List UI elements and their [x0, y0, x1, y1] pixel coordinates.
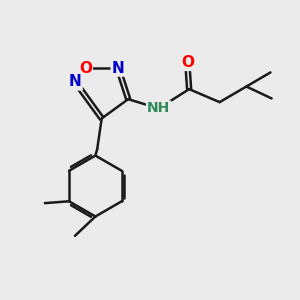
Text: N: N	[69, 74, 82, 89]
Text: O: O	[181, 55, 194, 70]
Text: NH: NH	[147, 101, 170, 116]
Text: N: N	[112, 61, 124, 76]
Text: O: O	[79, 61, 92, 76]
